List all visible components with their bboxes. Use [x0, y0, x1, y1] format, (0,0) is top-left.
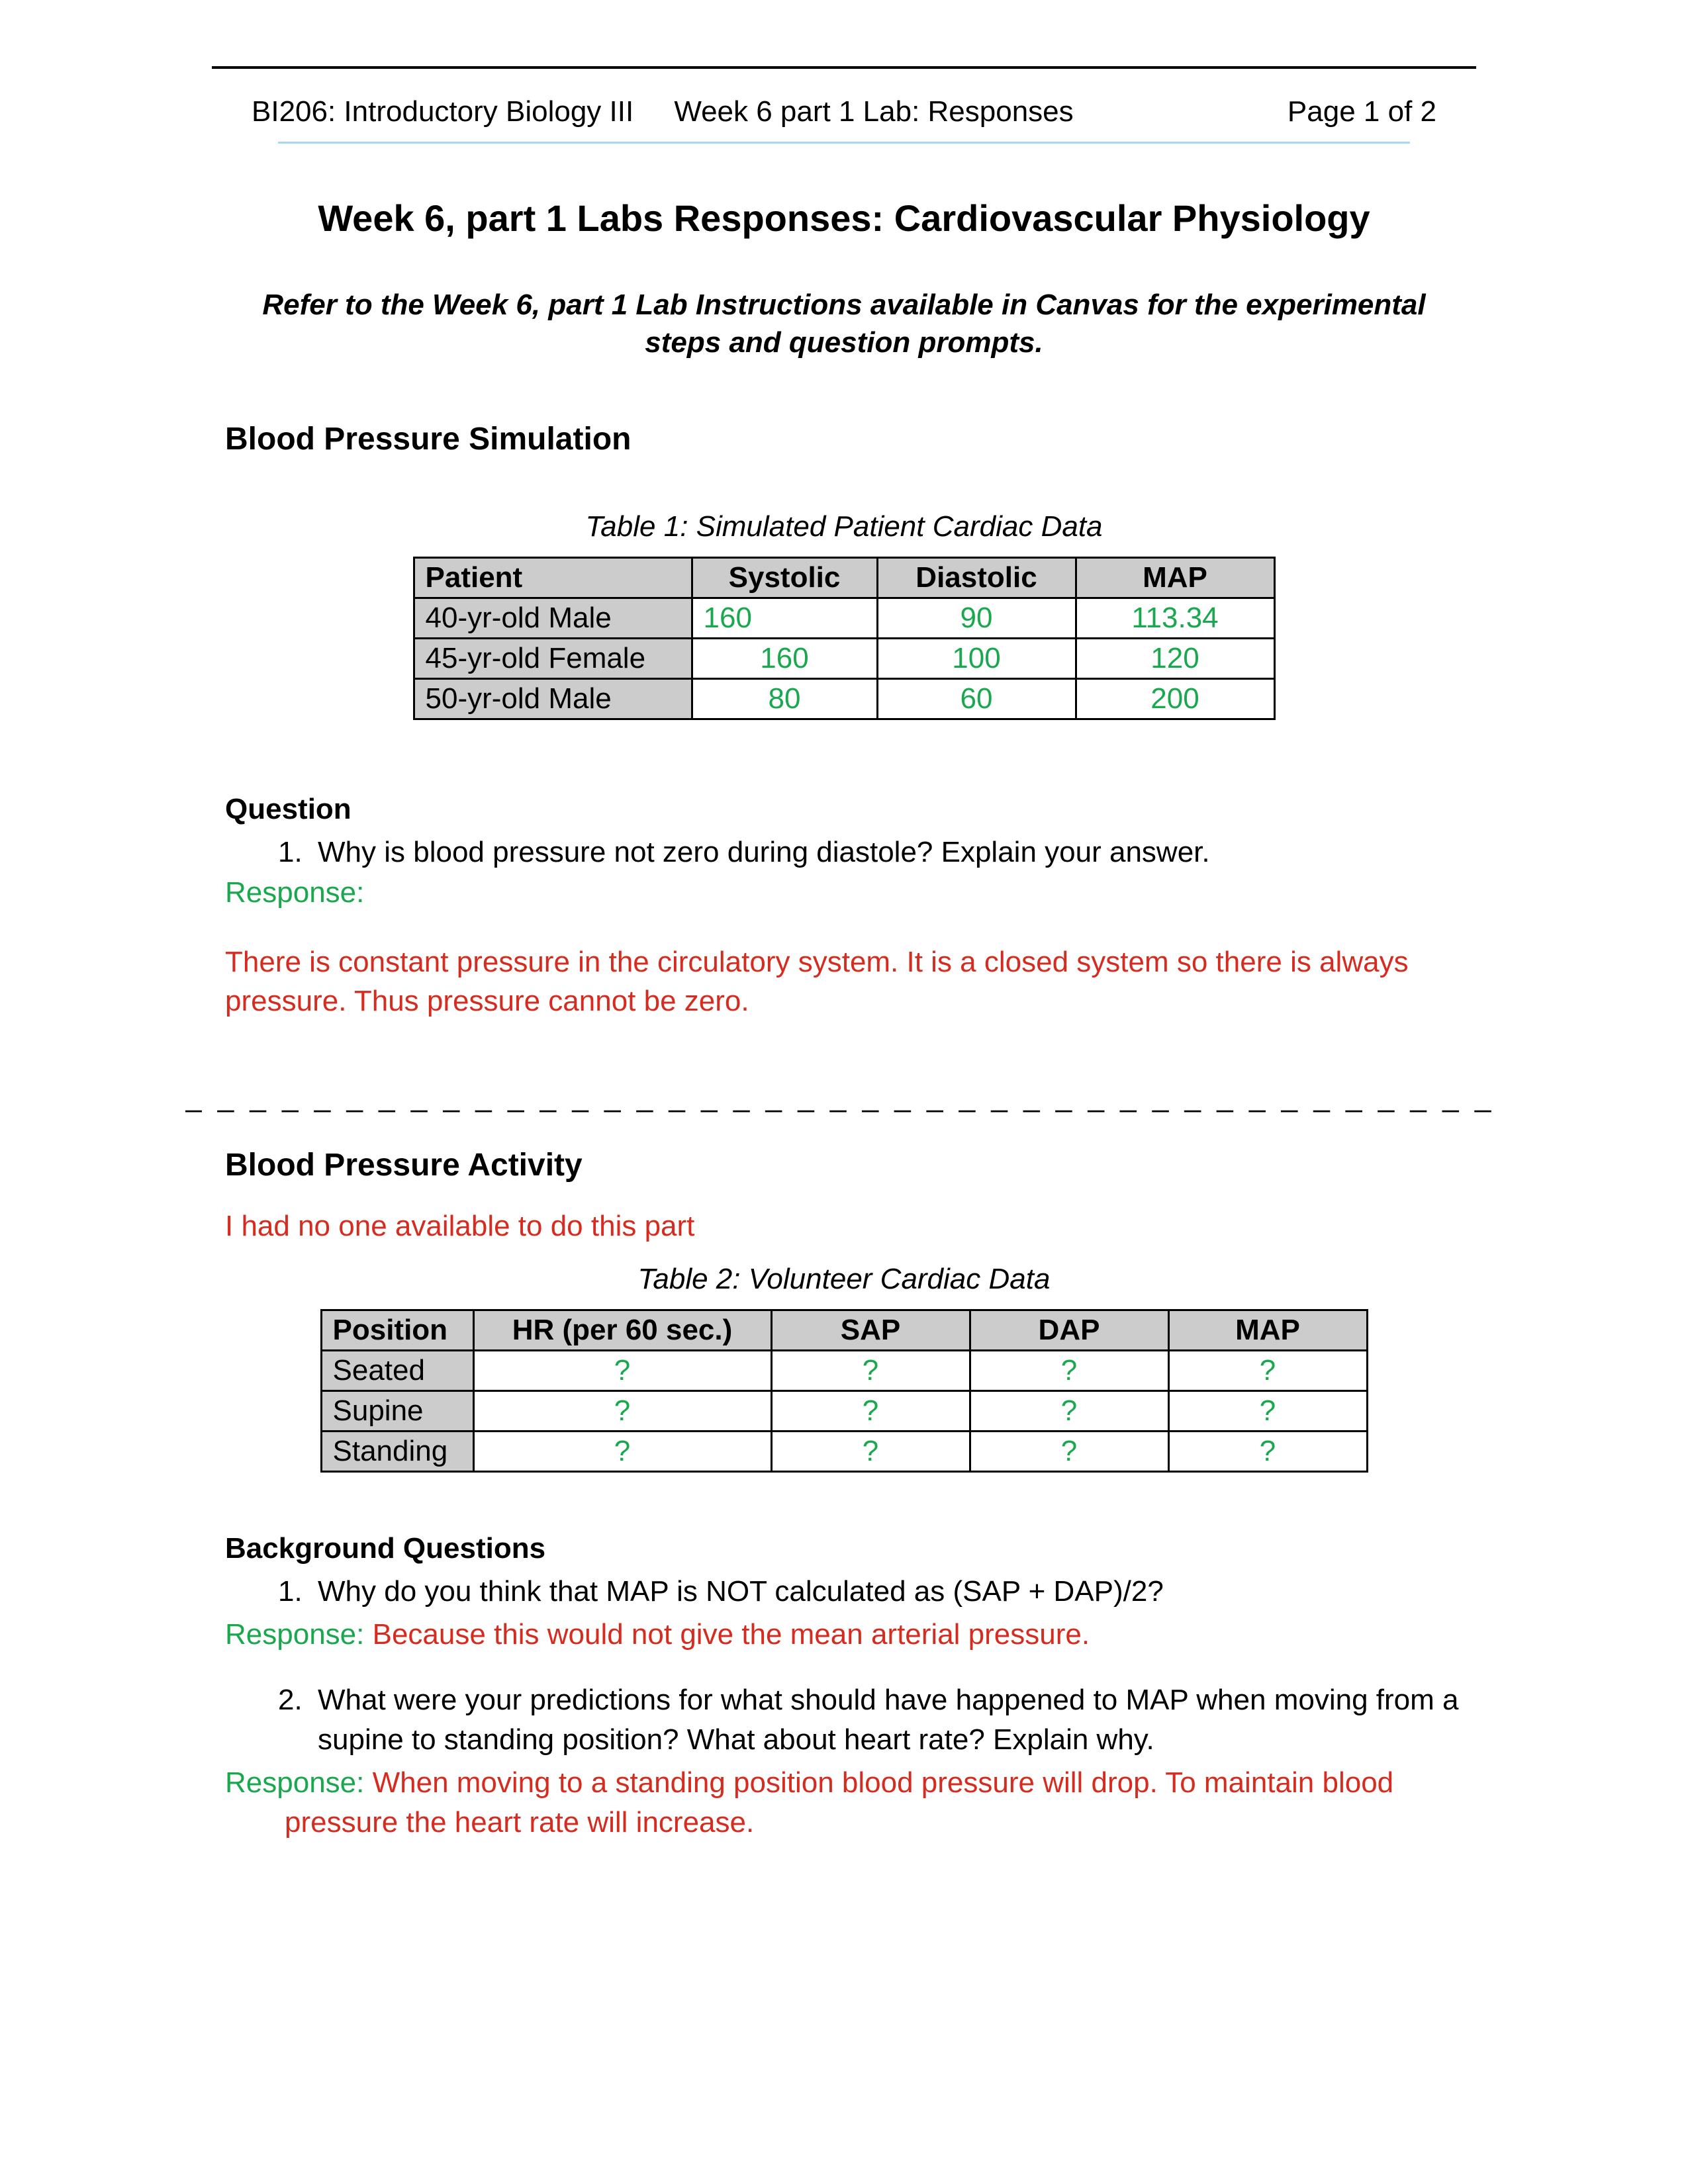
question-1: 1. Why is blood pressure not zero during… [278, 833, 1463, 872]
table1-r3-diastolic: 60 [877, 679, 1076, 719]
table1-r2-systolic: 160 [692, 639, 877, 679]
table2-caption: Table 2: Volunteer Cardiac Data [119, 1263, 1569, 1296]
page-subtitle: Refer to the Week 6, part 1 Lab Instruct… [225, 286, 1463, 361]
bgq2-answer-line1: When moving to a standing position blood… [373, 1766, 1394, 1799]
q1-answer: There is constant pressure in the circul… [225, 942, 1463, 1021]
section1-heading: Blood Pressure Simulation [225, 421, 1569, 457]
table1-r1-patient: 40-yr-old Male [414, 598, 692, 639]
response-label: Response: [225, 1766, 364, 1799]
table2-r2-map: ? [1168, 1390, 1367, 1431]
table2-header-row: Position HR (per 60 sec.) SAP DAP MAP [321, 1310, 1367, 1350]
table1-r3-patient: 50-yr-old Male [414, 679, 692, 719]
table2-col-hr: HR (per 60 sec.) [473, 1310, 771, 1350]
response-label: Response: [225, 876, 1569, 909]
table1-r2-map: 120 [1076, 639, 1274, 679]
bgq2-number: 2. [278, 1680, 318, 1759]
table-row: Seated ? ? ? ? [321, 1350, 1367, 1390]
table1-col-map: MAP [1076, 558, 1274, 598]
q1-number: 1. [278, 833, 318, 872]
background-questions-heading: Background Questions [225, 1532, 1569, 1565]
table-row: 45-yr-old Female 160 100 120 [414, 639, 1274, 679]
header-rule [278, 142, 1410, 144]
section2-note: I had no one available to do this part [225, 1210, 1569, 1243]
table2-r3-sap: ? [771, 1431, 970, 1471]
page-number: Page 1 of 2 [1288, 95, 1436, 128]
table1: Patient Systolic Diastolic MAP 40-yr-old… [413, 557, 1276, 720]
table2-r2-dap: ? [970, 1390, 1168, 1431]
table2-r1-hr: ? [473, 1350, 771, 1390]
table1-r2-patient: 45-yr-old Female [414, 639, 692, 679]
table2-r3-hr: ? [473, 1431, 771, 1471]
table2-r3-pos: Standing [321, 1431, 473, 1471]
table-row: 50-yr-old Male 80 60 200 [414, 679, 1274, 719]
response-label: Response: [225, 1618, 364, 1651]
table2-r2-sap: ? [771, 1390, 970, 1431]
bgq1-answer: Because this would not give the mean art… [373, 1618, 1090, 1651]
table2-r2-pos: Supine [321, 1390, 473, 1431]
table2-r1-dap: ? [970, 1350, 1168, 1390]
page-header: BI206: Introductory Biology III Week 6 p… [119, 69, 1569, 142]
table1-col-patient: Patient [414, 558, 692, 598]
bgq2-text: What were your predictions for what shou… [318, 1680, 1463, 1759]
table1-r1-diastolic: 90 [877, 598, 1076, 639]
q1-text: Why is blood pressure not zero during di… [318, 833, 1463, 872]
table1-r3-systolic: 80 [692, 679, 877, 719]
bgq2-response-line: Response: When moving to a standing posi… [225, 1763, 1463, 1842]
table1-r2-diastolic: 100 [877, 639, 1076, 679]
table-row: Supine ? ? ? ? [321, 1390, 1367, 1431]
table-row: Standing ? ? ? ? [321, 1431, 1367, 1471]
bgq1-response-line: Response: Because this would not give th… [225, 1615, 1463, 1654]
table2-r1-sap: ? [771, 1350, 970, 1390]
course-code: BI206: Introductory Biology III [252, 95, 633, 128]
table1-header-row: Patient Systolic Diastolic MAP [414, 558, 1274, 598]
page-title: Week 6, part 1 Labs Responses: Cardiovas… [119, 197, 1569, 240]
table1-r1-systolic: 160 [692, 598, 877, 639]
table2-r2-hr: ? [473, 1390, 771, 1431]
bg-question-1: 1. Why do you think that MAP is NOT calc… [278, 1572, 1463, 1611]
table2-r1-map: ? [1168, 1350, 1367, 1390]
table2-col-position: Position [321, 1310, 473, 1350]
bgq1-number: 1. [278, 1572, 318, 1611]
lab-title: Week 6 part 1 Lab: Responses [674, 95, 1073, 128]
table2-r3-map: ? [1168, 1431, 1367, 1471]
table2-col-dap: DAP [970, 1310, 1168, 1350]
table1-caption: Table 1: Simulated Patient Cardiac Data [119, 510, 1569, 543]
table1-col-diastolic: Diastolic [877, 558, 1076, 598]
table2-r3-dap: ? [970, 1431, 1168, 1471]
bgq2-answer-line2: pressure the heart rate will increase. [285, 1803, 1463, 1842]
table-row: 40-yr-old Male 160 90 113.34 [414, 598, 1274, 639]
bgq1-text: Why do you think that MAP is NOT calcula… [318, 1572, 1463, 1611]
section-separator: _ _ _ _ _ _ _ _ _ _ _ _ _ _ _ _ _ _ _ _ … [185, 1081, 1503, 1114]
table2-r1-pos: Seated [321, 1350, 473, 1390]
table1-r3-map: 200 [1076, 679, 1274, 719]
header-left: BI206: Introductory Biology III Week 6 p… [252, 95, 1288, 128]
spacer [119, 1654, 1569, 1680]
question-heading: Question [225, 793, 1569, 826]
table1-col-systolic: Systolic [692, 558, 877, 598]
section2-heading: Blood Pressure Activity [225, 1147, 1569, 1183]
table2-col-sap: SAP [771, 1310, 970, 1350]
table2-col-map: MAP [1168, 1310, 1367, 1350]
table1-r1-map: 113.34 [1076, 598, 1274, 639]
bg-question-2: 2. What were your predictions for what s… [278, 1680, 1463, 1759]
table2: Position HR (per 60 sec.) SAP DAP MAP Se… [320, 1309, 1368, 1473]
